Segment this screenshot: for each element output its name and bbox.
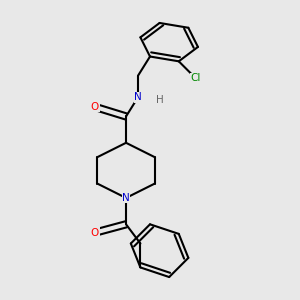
- Text: H: H: [156, 95, 164, 105]
- Text: Cl: Cl: [190, 73, 201, 83]
- Text: O: O: [91, 102, 99, 112]
- Text: N: N: [122, 193, 130, 203]
- Text: O: O: [91, 228, 99, 238]
- Text: N: N: [134, 92, 142, 102]
